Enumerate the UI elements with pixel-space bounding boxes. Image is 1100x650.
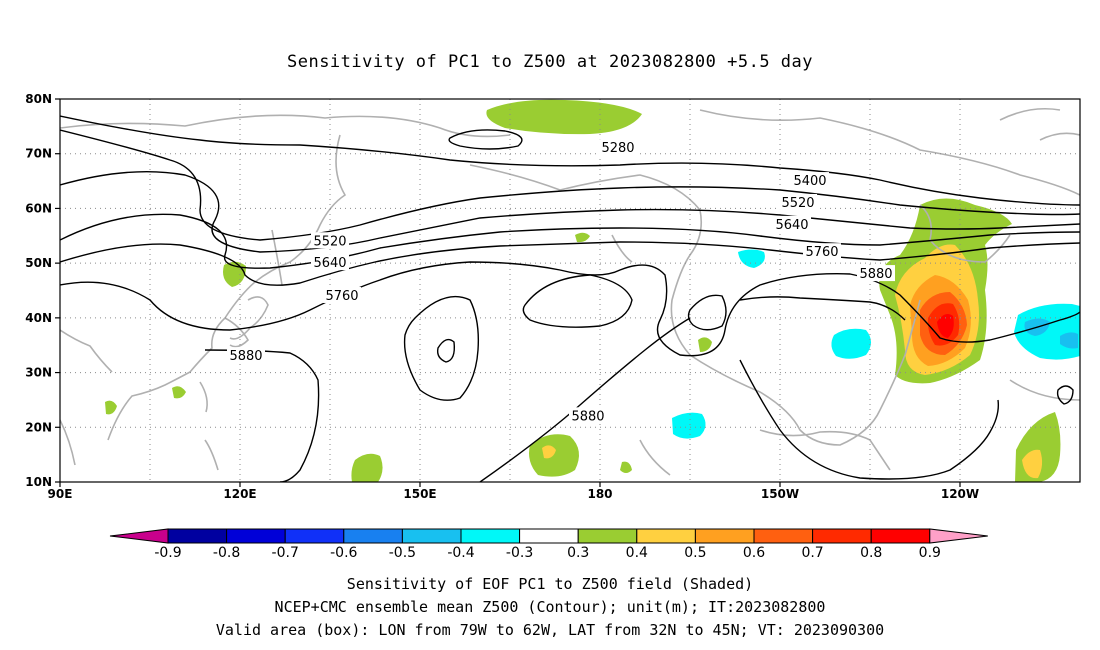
colorbar: -0.9 -0.8 -0.7 -0.6 -0.5 -0.4 -0.3 0.3 0.4 0.5 0.6…	[109, 528, 988, 561]
contour-label: 5280	[601, 141, 634, 156]
contour-label-bg	[599, 139, 637, 156]
contour-labels: 5280540054005520552056405640552056405760…	[227, 139, 895, 424]
colorbar-swatch	[694, 528, 755, 544]
contour-label-bg	[857, 265, 895, 282]
map-frame	[59, 98, 1081, 483]
colorbar-swatch	[812, 528, 872, 544]
z500-contours	[60, 115, 1080, 482]
lat-tick-label: 10N	[25, 475, 52, 489]
colorbar-high-arrow	[929, 528, 988, 544]
lat-tick-label: 20N	[25, 420, 52, 434]
colorbar-label: 0.4	[626, 545, 648, 561]
lon-tick-label: 150E	[403, 487, 436, 501]
map-title: Sensitivity of PC1 to Z500 at 2023082800…	[286, 52, 813, 72]
contour-label-bg	[569, 407, 607, 424]
colorbar-low-arrow	[109, 528, 169, 544]
colorbar-label: 0.5	[684, 545, 706, 561]
colorbar-swatch	[753, 528, 814, 544]
colorbar-swatch	[577, 528, 638, 544]
lon-tick-label: 150W	[761, 487, 799, 501]
colorbar-label: -0.5	[389, 545, 416, 561]
contour-label-bg	[311, 232, 349, 249]
contour-label: 5520	[313, 234, 346, 249]
lon-tick-label: 180	[587, 487, 612, 501]
contour-label: 5880	[859, 267, 892, 282]
contour-label: 5640	[775, 218, 808, 233]
contour-label-bg	[803, 243, 841, 260]
grid-lines	[60, 99, 1080, 482]
lat-tick-label: 60N	[25, 201, 52, 215]
colorbar-swatch	[401, 528, 462, 544]
contour-label-bg	[323, 286, 361, 303]
colorbar-swatch	[343, 528, 403, 544]
lat-tick-label: 80N	[25, 92, 52, 106]
contour-label-bg	[227, 347, 265, 364]
lat-tick-label: 70N	[25, 147, 52, 161]
colorbar-swatch	[167, 528, 228, 544]
colorbar-label: -0.9	[154, 545, 181, 561]
colorbar-swatch	[636, 528, 696, 544]
colorbar-label: -0.6	[330, 545, 357, 561]
caption-valid-area: Valid area (box): LON from 79W to 62W, L…	[215, 621, 885, 639]
colorbar-swatch	[519, 528, 579, 544]
colorbar-label: -0.8	[213, 545, 240, 561]
contour-label: 5760	[805, 245, 838, 260]
colorbar-label: -0.4	[447, 545, 474, 561]
colorbar-label: -0.7	[272, 545, 299, 561]
colorbar-label: -0.3	[506, 545, 533, 561]
longitude-axis: 90E120E150E180150W120W90W60W	[48, 482, 979, 501]
caption-shading: Sensitivity of EOF PC1 to Z500 field (Sh…	[346, 575, 754, 593]
contour-label: 5880	[571, 409, 604, 424]
plot-area: 5280540054005520552056405640552056405760…	[60, 99, 1080, 482]
contour-label: 5520	[781, 196, 814, 211]
colorbar-label: 0.9	[919, 545, 941, 561]
lon-tick-label: 120W	[941, 487, 979, 501]
lon-tick-label: 90E	[48, 487, 73, 501]
lat-tick-label: 40N	[25, 311, 52, 325]
colorbar-swatch	[460, 528, 521, 544]
contour-label-bg	[791, 172, 829, 189]
sensitivity-shading	[105, 99, 1080, 482]
coastlines	[60, 107, 1080, 476]
lon-tick-label: 120E	[223, 487, 256, 501]
colorbar-label: 0.8	[860, 545, 882, 561]
colorbar-swatch	[870, 528, 931, 544]
contour-label-bg	[779, 193, 817, 210]
lat-tick-label: 30N	[25, 366, 52, 380]
colorbar-label: 0.3	[567, 545, 589, 561]
latitude-axis: 80N 70N 60N 50N 40N 30N 20N 10N	[25, 92, 60, 489]
caption-contour: NCEP+CMC ensemble mean Z500 (Contour); u…	[274, 598, 826, 616]
colorbar-swatch	[284, 528, 345, 544]
colorbar-swatch	[226, 528, 286, 544]
contour-label-bg	[311, 254, 349, 271]
colorbar-label: 0.7	[801, 545, 823, 561]
contour-label-bg	[773, 215, 811, 232]
contour-label: 5640	[313, 256, 346, 271]
colorbar-label: 0.6	[743, 545, 765, 561]
contour-label: 5880	[229, 349, 262, 364]
contour-label: 5760	[325, 289, 358, 304]
lat-tick-label: 50N	[25, 256, 52, 270]
contour-label: 5400	[793, 174, 826, 189]
